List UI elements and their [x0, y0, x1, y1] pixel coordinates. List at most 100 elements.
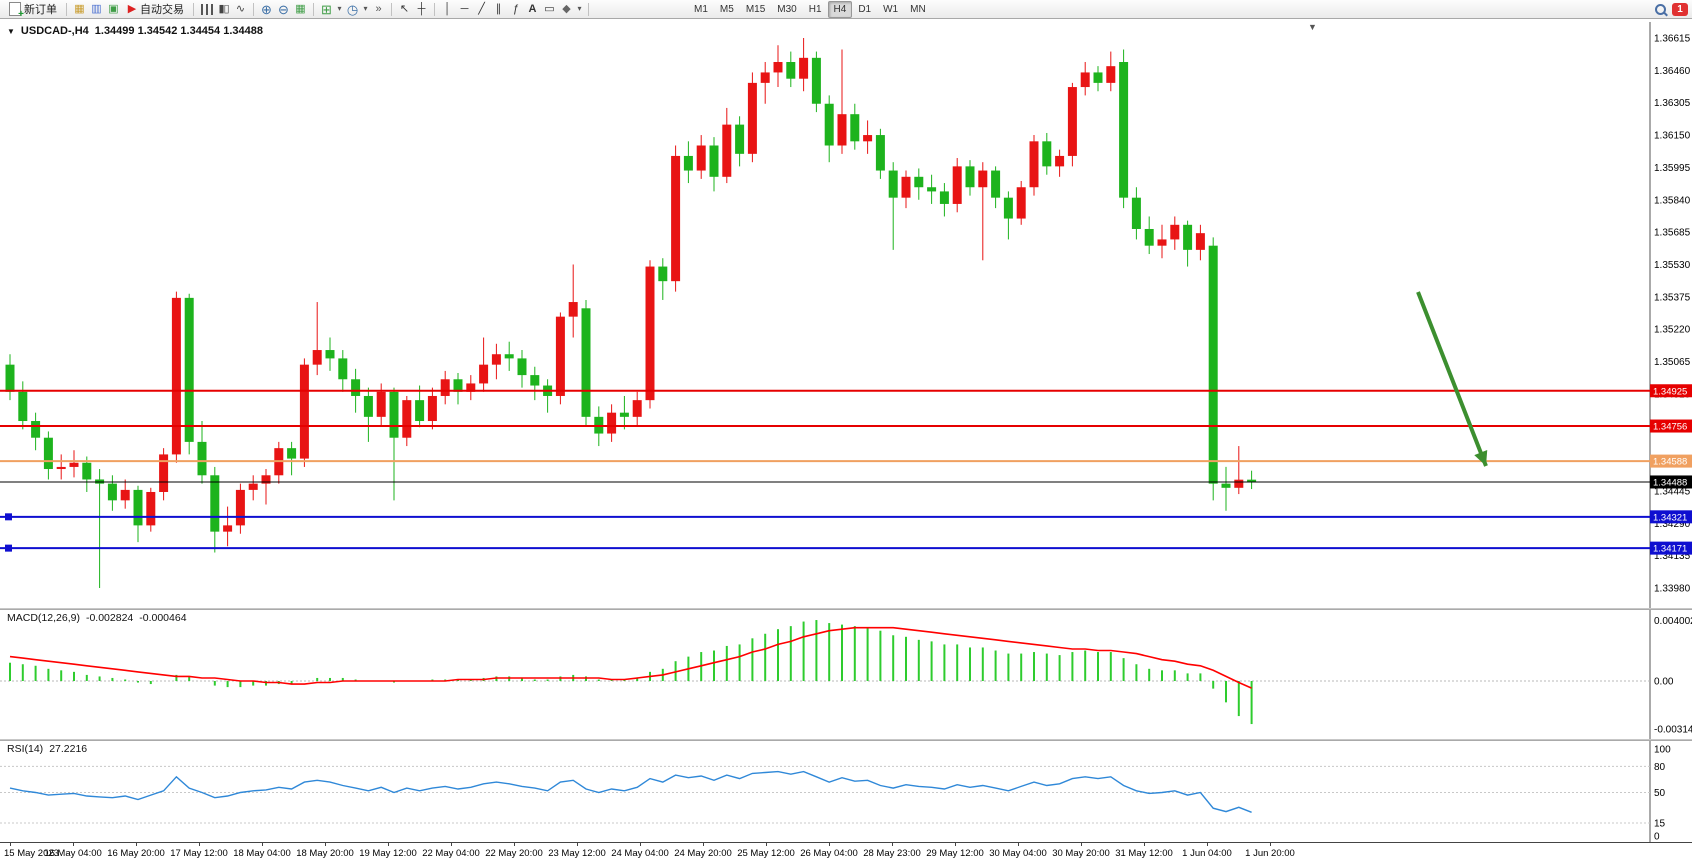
crosshair-icon[interactable]: ┼: [417, 2, 426, 15]
candle-body: [939, 191, 949, 204]
new-chart-caret-icon[interactable]: ▾: [337, 4, 342, 13]
period-caret-icon[interactable]: ▾: [363, 4, 368, 13]
chart-area[interactable]: 1.36615 1.36460 1.36305 1.36150 1.35995 1.358…: [0, 19, 1692, 862]
candle-body: [5, 364, 15, 392]
time-tick: [1018, 843, 1019, 846]
timeframe-h4-button[interactable]: H4: [827, 0, 853, 18]
time-tick: [514, 843, 515, 846]
price-tick-label: 1.36305: [1654, 98, 1691, 109]
chart-shift-icon[interactable]: »: [375, 2, 382, 15]
price-level-label: [1650, 384, 1692, 398]
macd-value-main: -0.002824: [85, 612, 134, 624]
candle-body: [18, 391, 28, 422]
candlestick-type-icon[interactable]: ▮▯: [218, 2, 229, 15]
shapes-caret-icon[interactable]: ▾: [577, 4, 582, 13]
auto-trading-icon: ▶: [127, 2, 137, 15]
time-tick: [577, 843, 578, 846]
candle-body: [223, 525, 233, 532]
candle-body: [991, 170, 1001, 198]
time-tick: [388, 843, 389, 846]
chart-window-icon[interactable]: ▦: [74, 2, 85, 15]
market-watch-icon[interactable]: ▣: [108, 2, 119, 15]
auto-trading-label: 自动交易: [140, 4, 184, 16]
time-label: 18 May 04:00: [233, 848, 291, 859]
trendline-tool-icon[interactable]: ╱: [478, 2, 485, 15]
candle-body: [1221, 483, 1231, 488]
time-tick: [703, 843, 704, 846]
price-tick-label: 1.35530: [1654, 260, 1691, 271]
auto-trading-button[interactable]: ▶ 自动交易: [122, 1, 189, 17]
candle-body: [888, 170, 898, 198]
level-handle[interactable]: [5, 544, 12, 552]
candle-body: [696, 145, 706, 171]
timeframe-m15-button[interactable]: M15: [745, 3, 766, 15]
new-order-button[interactable]: 新订单: [4, 1, 62, 20]
time-tick: [892, 843, 893, 846]
candle-body: [466, 383, 476, 392]
bar-chart-type-icon[interactable]: [198, 2, 215, 17]
timeframe-m30-button[interactable]: M30: [777, 3, 797, 15]
rsi-pane[interactable]: 100 80 50 15 0: [0, 741, 1692, 842]
time-label: 30 May 20:00: [1052, 848, 1110, 859]
zoom-in-icon[interactable]: ⊕: [261, 1, 272, 17]
time-label: 18 May 20:00: [296, 848, 354, 859]
title-caret-icon[interactable]: ▼: [7, 26, 15, 36]
macd-pane[interactable]: 0.004002 0.00 -0.003148: [0, 610, 1692, 739]
price-level-label-text: 1.34588: [1653, 457, 1687, 468]
candle-body: [299, 364, 309, 459]
price-tick-label: 1.36460: [1654, 66, 1691, 77]
candle-body: [1157, 239, 1167, 246]
candle-body: [1144, 228, 1154, 246]
label-tool-icon[interactable]: ▭: [544, 2, 555, 15]
candle-body: [325, 350, 335, 359]
candle-body: [760, 72, 770, 83]
main-price-pane[interactable]: 1.36615 1.36460 1.36305 1.36150 1.35995 1.358…: [0, 22, 1692, 608]
profiles-icon[interactable]: ▥: [91, 2, 102, 15]
notification-badge[interactable]: 1: [1672, 2, 1688, 16]
price-level-label-text: 1.34925: [1653, 386, 1687, 397]
fibonacci-tool-icon[interactable]: ƒ: [512, 2, 519, 15]
text-tool-icon[interactable]: A: [528, 2, 537, 15]
timeframe-m1-button[interactable]: M1: [694, 3, 708, 15]
price-tick-label: 1.35685: [1654, 228, 1691, 239]
pane-divider[interactable]: [0, 608, 1692, 610]
timeframe-d1-button[interactable]: D1: [858, 3, 872, 15]
cursor-icon[interactable]: ↖: [399, 2, 410, 15]
time-label: 24 May 04:00: [611, 848, 669, 859]
timeframe-m5-button[interactable]: M5: [719, 3, 734, 15]
price-level-label: [1650, 419, 1692, 433]
rsi-scale-label: 50: [1654, 788, 1666, 799]
pane-divider[interactable]: [0, 739, 1692, 741]
new-order-label: 新订单: [24, 4, 57, 16]
zoom-out-icon[interactable]: ⊖: [278, 1, 289, 17]
price-level-label: [1650, 454, 1692, 468]
candle-body: [1080, 72, 1090, 88]
candle-body: [1170, 224, 1180, 240]
trend-arrow-annotation[interactable]: [1416, 291, 1488, 467]
search-icon[interactable]: [1655, 3, 1666, 15]
tile-windows-icon[interactable]: ▦: [295, 2, 306, 15]
candle-body: [875, 135, 885, 171]
timeframe-w1-button[interactable]: W1: [883, 3, 899, 15]
time-tick: [199, 843, 200, 846]
candle-body: [607, 412, 617, 434]
time-axis[interactable]: 15 May 2023 16 May 04:00 16 May 20:00 17 Ma…: [0, 842, 1692, 862]
shapes-tool-icon[interactable]: ◆: [562, 2, 571, 15]
level-handle[interactable]: [5, 513, 12, 521]
candle-body: [645, 266, 655, 401]
horizontal-line-tool-icon[interactable]: ─: [460, 2, 469, 15]
channel-tool-icon[interactable]: ∥: [495, 2, 502, 15]
price-tick-label: 1.35995: [1654, 163, 1691, 174]
time-label: 17 May 12:00: [170, 848, 228, 859]
new-chart-icon[interactable]: ⊞: [321, 1, 332, 17]
vertical-line-tool-icon[interactable]: │: [444, 2, 451, 15]
period-clock-icon[interactable]: ◷: [346, 1, 359, 17]
timeframe-h1-button[interactable]: H1: [808, 3, 822, 15]
line-chart-type-icon[interactable]: ∿: [235, 2, 246, 15]
candle-body: [722, 124, 732, 177]
timeframe-mn-button[interactable]: MN: [910, 3, 926, 15]
price-tick-label: 1.35220: [1654, 325, 1691, 336]
candle-body: [786, 62, 796, 79]
candle-body: [1016, 187, 1026, 219]
time-label: 22 May 04:00: [422, 848, 480, 859]
